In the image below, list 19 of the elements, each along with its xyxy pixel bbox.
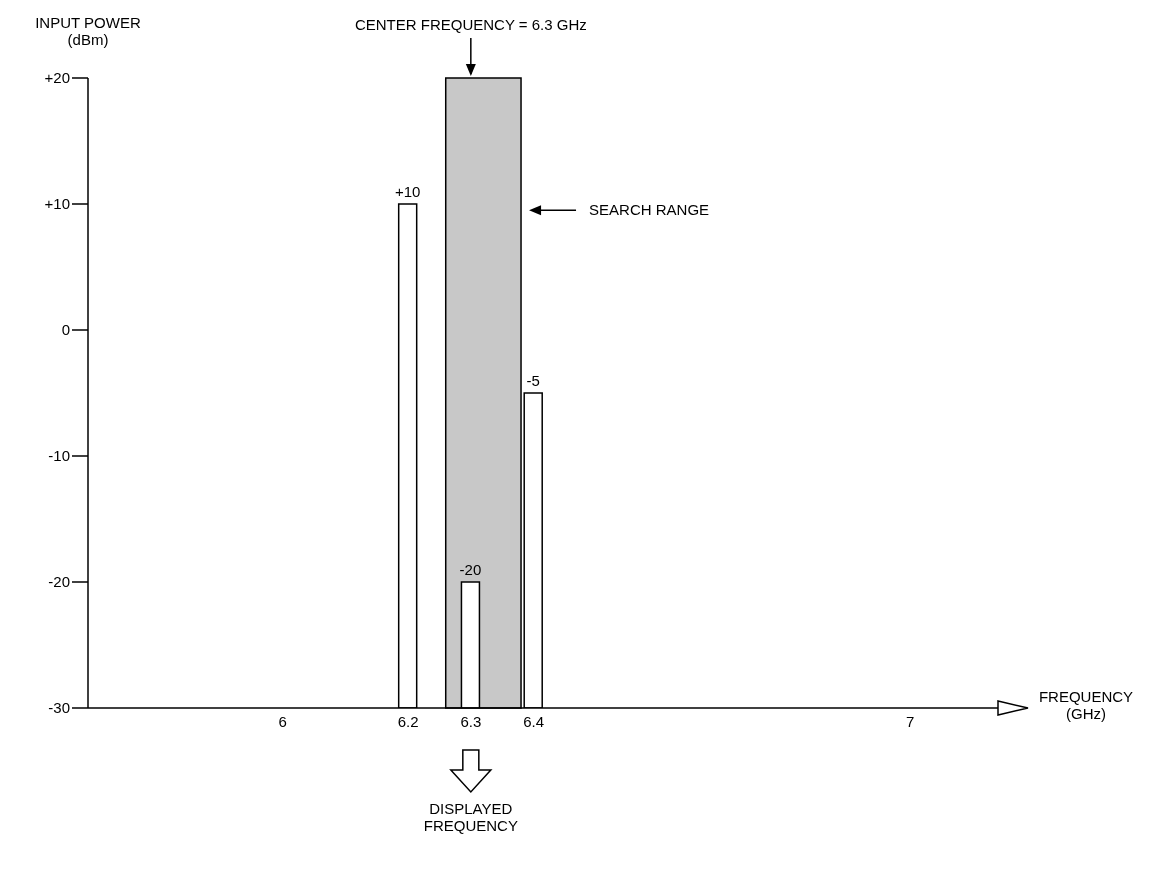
data-label: -20	[459, 561, 482, 578]
annotation: CENTER FREQUENCY = 6.3 GHz	[353, 16, 588, 33]
band-label: SEARCH RANGE	[589, 201, 710, 219]
y-axis-title: INPUT POWER (dBm)	[34, 14, 142, 48]
y-tick-label: -30	[48, 699, 70, 717]
text: DISPLAYED FREQUENCY	[422, 800, 519, 834]
y-tick-label: -10	[48, 447, 70, 465]
y-tick-label: -20	[48, 573, 70, 591]
x-tick-label: 6.3	[460, 712, 482, 730]
data-label: +10	[394, 183, 421, 200]
x-axis-title: FREQUENCY (GHz)	[1037, 688, 1135, 722]
data-label: -5	[526, 372, 540, 389]
y-tick-label: +20	[44, 69, 70, 87]
y-tick-label: 0	[61, 321, 70, 339]
x-tick-label: 6	[278, 712, 287, 730]
y-tick-label: +10	[44, 195, 70, 213]
x-tick-label: 7	[905, 712, 915, 730]
x-tick-label: 6.4	[523, 712, 545, 730]
x-tick-label: 6.2	[397, 712, 419, 730]
